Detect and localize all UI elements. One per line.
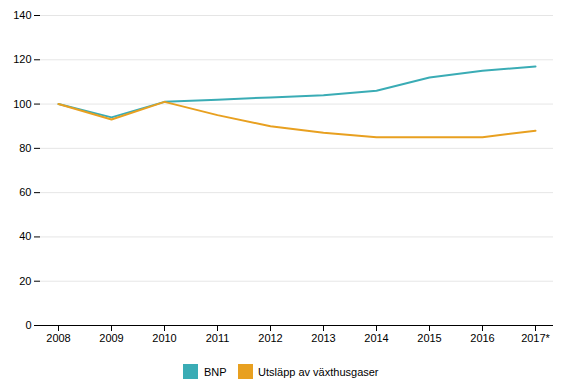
svg-text:0: 0 [25,319,31,331]
svg-text:40: 40 [19,230,31,242]
html-text:Utsläpp av växthusgaser: Utsläpp av växthusgaser [258,365,379,378]
html-text:BNP: BNP [204,365,227,378]
svg-text:2017*: 2017* [521,332,550,344]
svg-text:2013: 2013 [311,332,335,344]
svg-text:80: 80 [19,142,31,154]
svg-text:2011: 2011 [206,332,230,344]
svg-text:2008: 2008 [46,332,70,344]
svg-text:100: 100 [13,98,31,110]
svg-text:2009: 2009 [99,332,123,344]
svg-text:120: 120 [13,53,31,65]
svg-text:60: 60 [19,186,31,198]
svg-text:140: 140 [13,9,31,21]
svg-text:2010: 2010 [152,332,176,344]
svg-text:2014: 2014 [364,332,388,344]
svg-text:20: 20 [19,275,31,287]
svg-text:2012: 2012 [258,332,282,344]
svg-text:2015: 2015 [417,332,441,344]
svg-text:2016: 2016 [470,332,494,344]
